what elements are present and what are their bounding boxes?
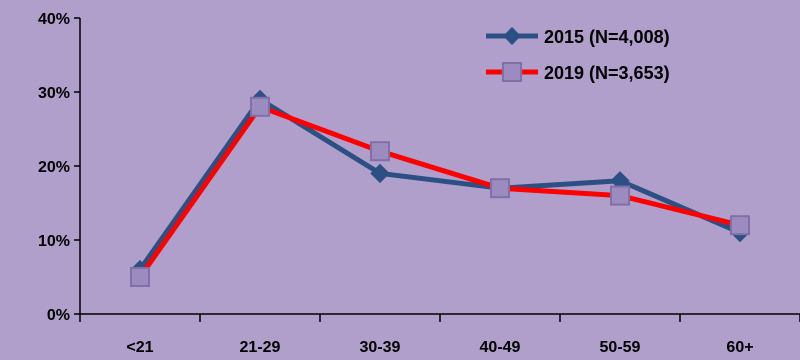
x-tick-label: 40-49	[480, 339, 521, 356]
x-tick-label: 21-29	[240, 339, 281, 356]
x-tick-label: <21	[126, 339, 153, 356]
series-1	[130, 96, 750, 287]
legend-label: 2015 (N=4,008)	[544, 27, 670, 47]
legend-marker	[503, 27, 521, 45]
data-point	[370, 163, 390, 184]
series-line	[137, 104, 743, 280]
y-tick-label: 0%	[47, 307, 70, 324]
y-tick-label: 40%	[38, 11, 70, 28]
legend-label: 2019 (N=3,653)	[544, 63, 670, 83]
x-tick-label: 60+	[726, 339, 753, 356]
series-line	[137, 96, 743, 273]
data-point	[610, 185, 630, 206]
x-ticks: <21 21-29 30-39 40-49 50-59 60+	[79, 314, 800, 356]
data-point	[250, 96, 270, 117]
data-point	[370, 141, 390, 162]
y-tick-label: 10%	[38, 233, 70, 250]
data-point	[130, 267, 150, 287]
legend: 2015 (N=4,008) 2019 (N=3,653)	[486, 27, 670, 83]
legend-marker	[502, 62, 522, 82]
y-tick-label: 30%	[38, 85, 70, 102]
legend-item: 2019 (N=3,653)	[486, 62, 670, 83]
series-0	[130, 89, 750, 280]
x-tick-label: 30-39	[360, 339, 401, 356]
x-tick-label: 50-59	[600, 339, 641, 356]
series-layer	[130, 89, 750, 287]
data-point	[490, 178, 510, 199]
data-point	[730, 215, 750, 236]
legend-item: 2015 (N=4,008)	[486, 27, 670, 47]
y-tick-label: 20%	[38, 159, 70, 176]
y-ticks: 0% 10% 20% 30% 40%	[38, 11, 80, 324]
